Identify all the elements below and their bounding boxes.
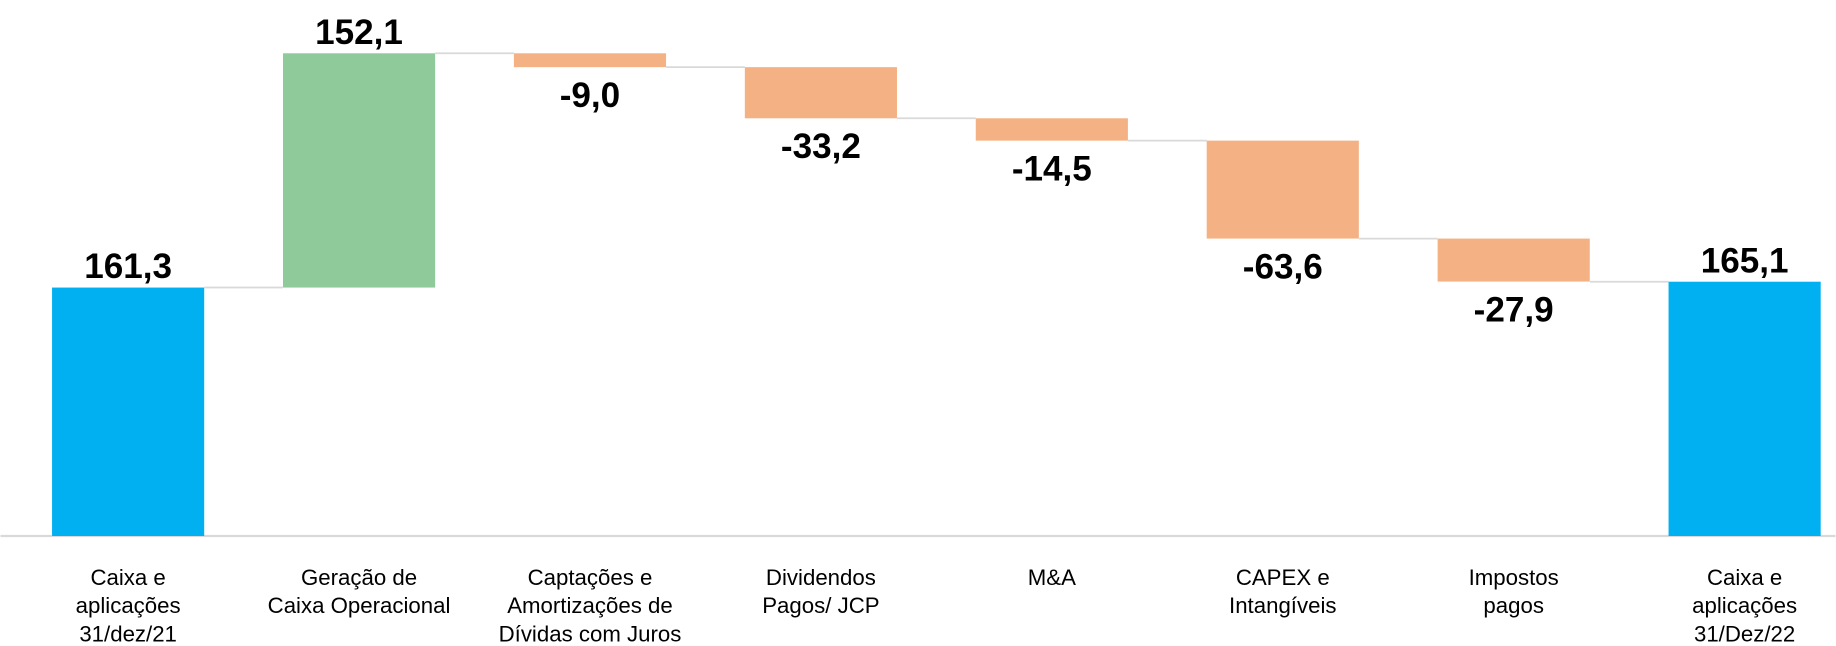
value-label: -63,6 bbox=[1243, 247, 1323, 286]
x-tick-label-line: M&A bbox=[1028, 565, 1076, 590]
x-tick-label-line: 31/dez/21 bbox=[79, 621, 177, 646]
bar bbox=[1206, 140, 1359, 239]
value-label: -14,5 bbox=[1012, 149, 1092, 188]
x-tick-label-line: aplicações bbox=[76, 593, 181, 618]
bar bbox=[52, 287, 205, 536]
x-tick-label-line: 31/Dez/22 bbox=[1694, 621, 1795, 646]
x-tick-label: Captações e Amortizações de Dívidas com Ju… bbox=[499, 565, 682, 646]
value-label: -9,0 bbox=[560, 76, 620, 115]
value-label: -27,9 bbox=[1474, 290, 1554, 329]
value-label: 165,1 bbox=[1701, 241, 1789, 280]
bar bbox=[513, 53, 667, 68]
value-label: -33,2 bbox=[781, 127, 861, 166]
x-tick-label: Geração de Caixa Operacional bbox=[268, 565, 451, 618]
bar bbox=[282, 53, 436, 288]
bar bbox=[1668, 281, 1821, 536]
x-tick-label-line: Caixa e bbox=[90, 565, 165, 590]
x-tick-label: Caixa e aplicações 31/dez/21 bbox=[76, 565, 181, 646]
x-tick-label-line: Caixa e bbox=[1707, 565, 1782, 590]
x-tick-label-line: CAPEX e bbox=[1236, 565, 1330, 590]
x-tick-label-line: Caixa Operacional bbox=[268, 593, 451, 618]
value-label: 161,3 bbox=[84, 247, 172, 286]
x-tick-label-line: Amortizações de bbox=[507, 593, 672, 618]
value-label: 152,1 bbox=[315, 13, 403, 52]
x-tick-label: CAPEX e Intangíveis bbox=[1229, 565, 1336, 618]
x-tick-label: Caixa e aplicações 31/Dez/22 bbox=[1692, 565, 1797, 646]
bar bbox=[1437, 238, 1590, 282]
x-tick-label-line: aplicações bbox=[1692, 593, 1797, 618]
x-tick-label-line: Intangíveis bbox=[1229, 593, 1336, 618]
x-tick-label: M&A bbox=[1028, 565, 1076, 590]
x-tick-label-line: Pagos/ JCP bbox=[762, 593, 879, 618]
x-tick-label-line: Dividendos bbox=[766, 565, 876, 590]
x-tick-label-line: Geração de bbox=[301, 565, 417, 590]
x-tick-label-line: pagos bbox=[1483, 593, 1544, 618]
bar bbox=[975, 118, 1128, 141]
x-tick-label: Impostos pagos bbox=[1469, 565, 1559, 618]
bar bbox=[744, 67, 897, 119]
x-tick-label-line: Captações e bbox=[528, 565, 653, 590]
x-tick-label-line: Dívidas com Juros bbox=[499, 621, 682, 646]
x-tick-label-line: Impostos bbox=[1469, 565, 1559, 590]
x-tick-label: Dividendos Pagos/ JCP bbox=[762, 565, 879, 618]
